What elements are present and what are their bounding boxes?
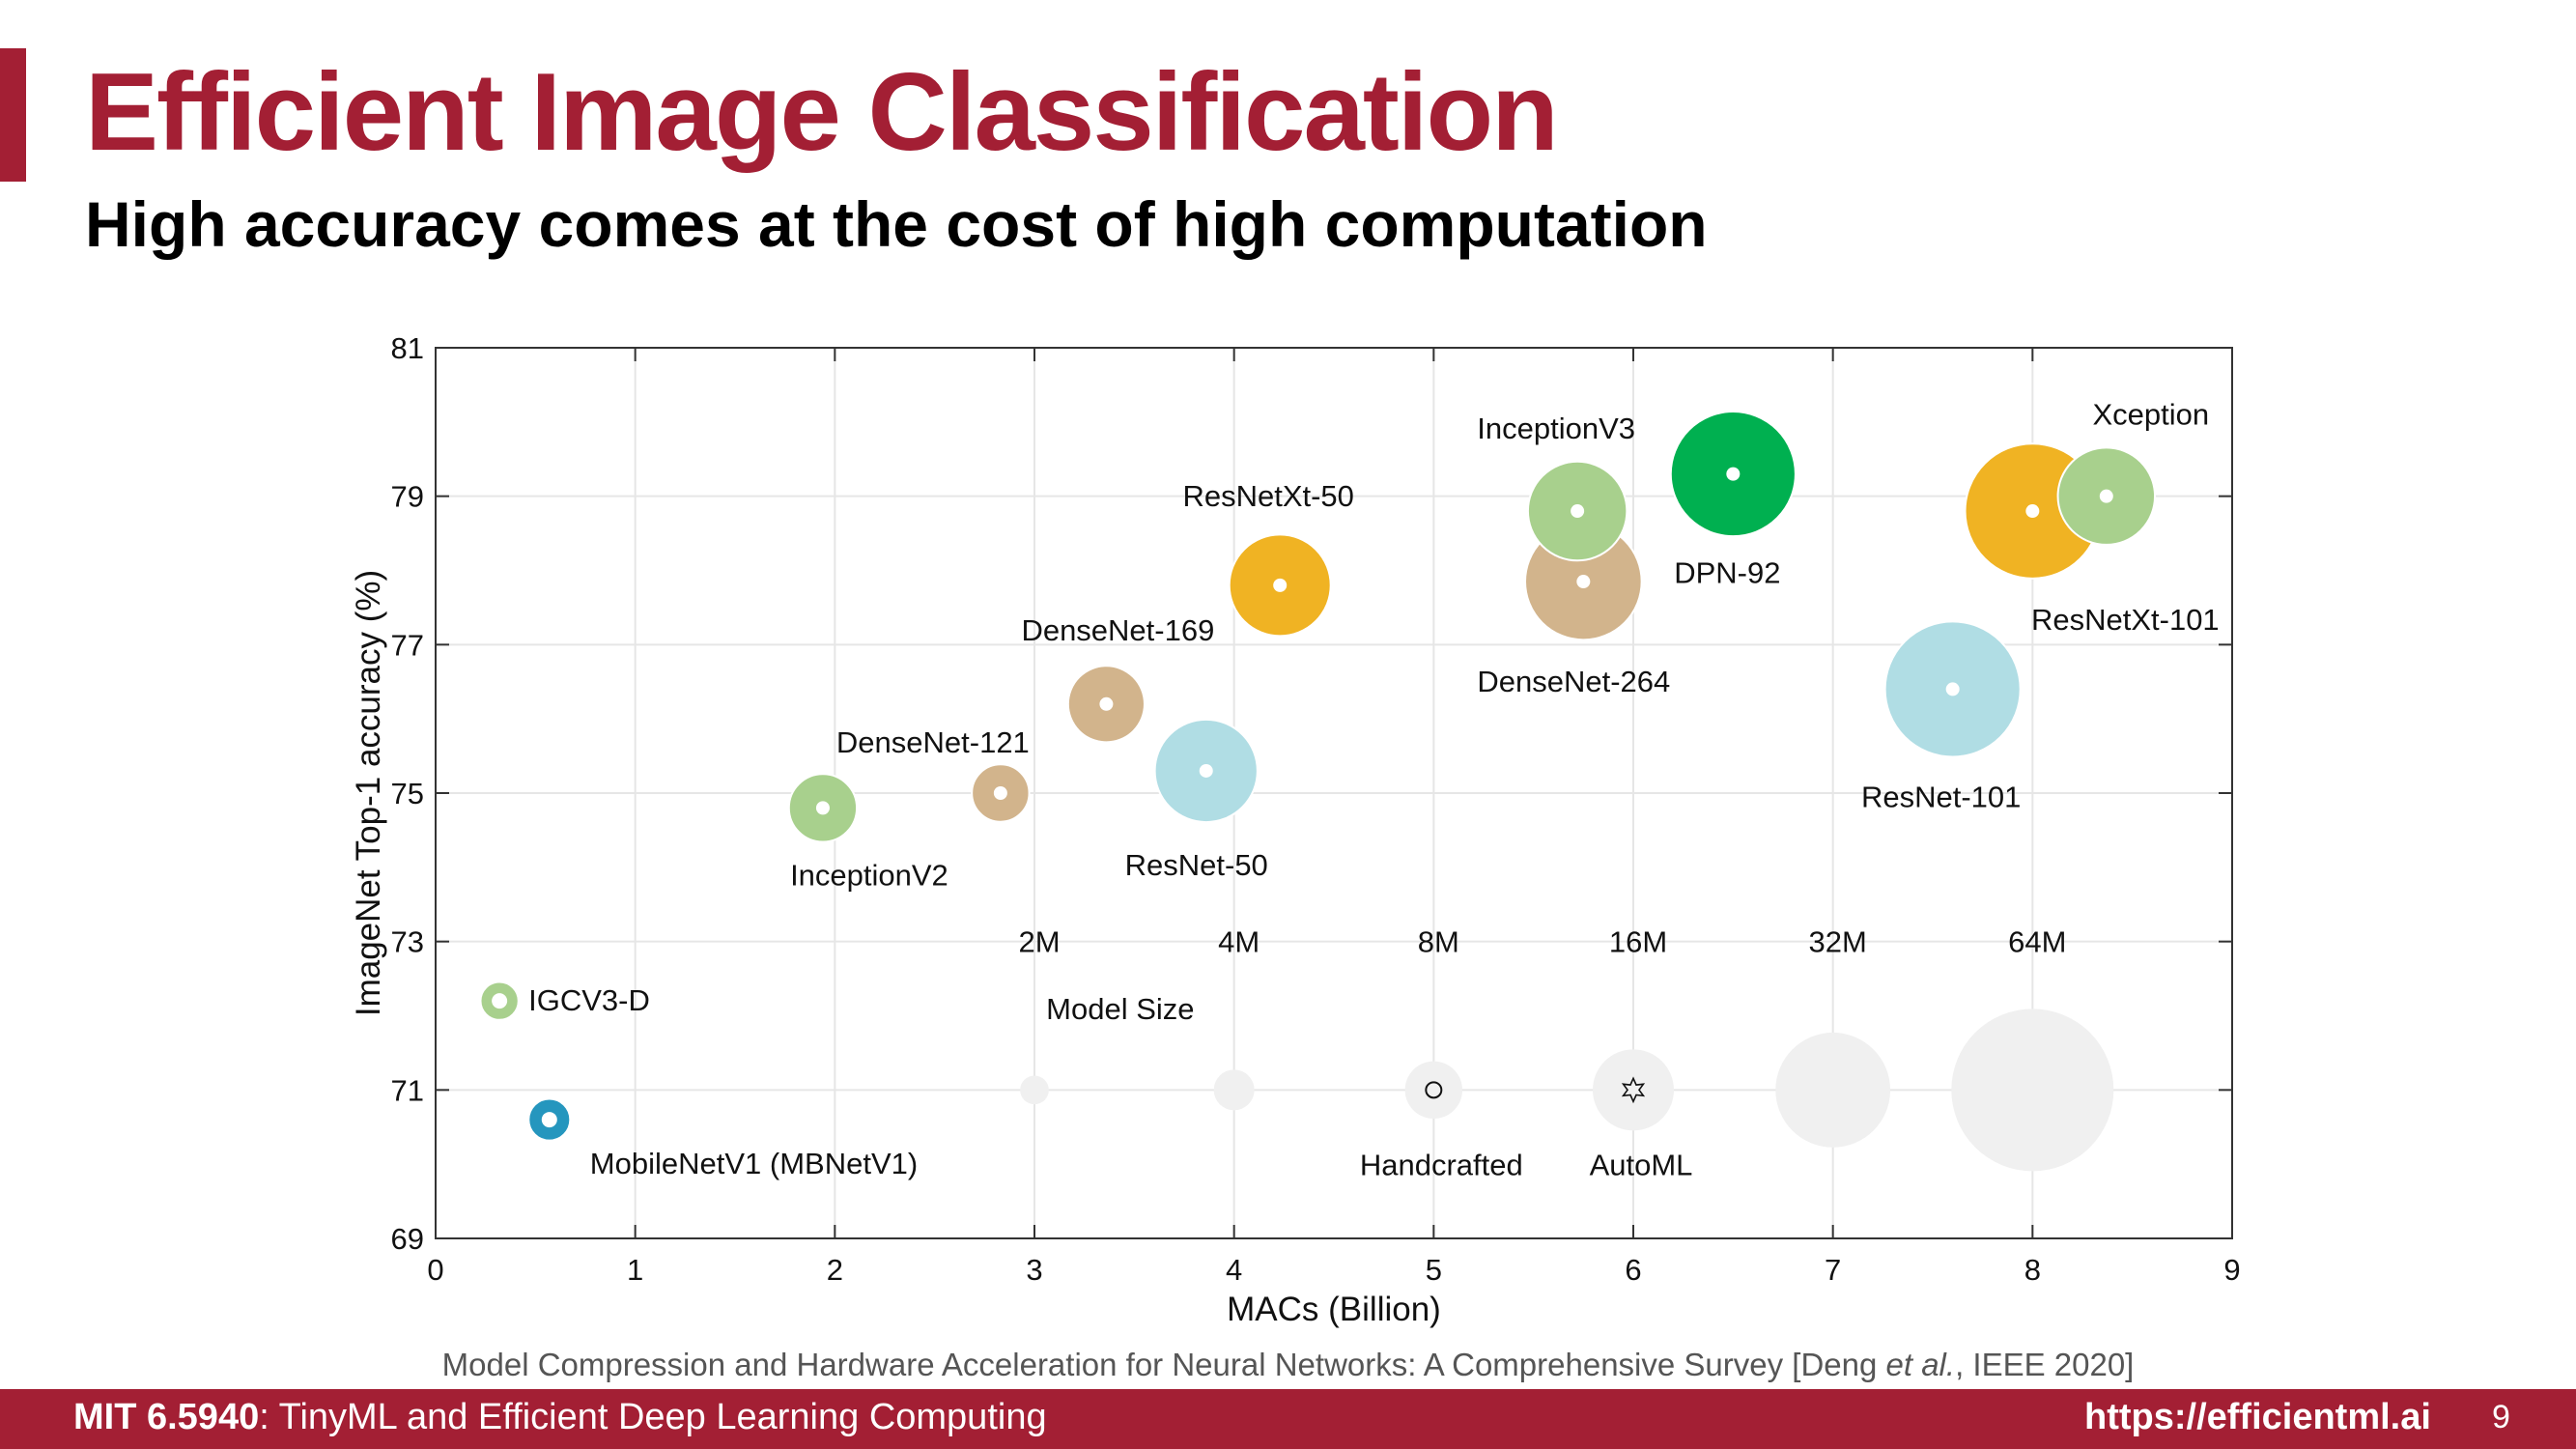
footer-course-name: : TinyML and Efficient Deep Learning Com… xyxy=(259,1397,1047,1437)
footer-course: MIT 6.5940: TinyML and Efficient Deep Le… xyxy=(73,1397,1047,1438)
model-label: MobileNetV1 (MBNetV1) xyxy=(590,1147,918,1180)
size-legend-circle xyxy=(1020,1075,1049,1105)
size-legend-label: 2M xyxy=(1018,925,1060,959)
size-legend-circle xyxy=(1213,1069,1255,1111)
y-tick-label: 73 xyxy=(391,925,424,959)
size-legend-label: 16M xyxy=(1609,925,1667,959)
handcrafted-marker-icon xyxy=(1425,1081,1443,1099)
x-tick-label: 3 xyxy=(1026,1253,1042,1287)
y-tick-label: 81 xyxy=(391,331,424,365)
footer-url-link[interactable]: https://efficientml.ai xyxy=(2084,1397,2431,1437)
size-legend-circle xyxy=(1951,1009,2114,1172)
x-tick-label: 7 xyxy=(1825,1253,1841,1287)
x-tick-label: 2 xyxy=(827,1253,843,1287)
model-bubble-marker xyxy=(492,993,508,1009)
model-label: InceptionV2 xyxy=(790,858,948,892)
model-label: DenseNet-169 xyxy=(1021,613,1214,647)
footer-course-code: MIT 6.5940 xyxy=(73,1397,260,1437)
model-bubble-marker xyxy=(541,1112,557,1128)
size-legend-title: Model Size xyxy=(1046,992,1194,1026)
x-tick-label: 8 xyxy=(2024,1253,2041,1287)
model-label: IGCV3-D xyxy=(528,983,650,1017)
size-legend-label: 8M xyxy=(1418,925,1459,959)
citation-italic: et al. xyxy=(1885,1347,1956,1382)
size-legend-circle xyxy=(1775,1032,1891,1148)
y-tick-label: 79 xyxy=(391,480,424,514)
model-label: ResNet-50 xyxy=(1125,848,1268,882)
model-label: DenseNet-264 xyxy=(1477,665,1670,698)
model-bubble-marker xyxy=(1199,763,1213,778)
citation-venue: , IEEE 2020] xyxy=(1955,1347,2135,1382)
slide-subtitle: High accuracy comes at the cost of high … xyxy=(85,188,1708,260)
x-tick-label: 9 xyxy=(2223,1253,2240,1287)
y-tick-label: 69 xyxy=(391,1222,424,1256)
model-label: ResNetXt-50 xyxy=(1182,479,1353,513)
automl-star-icon xyxy=(1621,1076,1646,1104)
model-bubble-marker xyxy=(815,801,830,815)
citation: Model Compression and Hardware Accelerat… xyxy=(0,1347,2576,1383)
model-label: DPN-92 xyxy=(1674,556,1780,590)
x-tick-label: 6 xyxy=(1625,1253,1641,1287)
model-bubble-marker xyxy=(2025,504,2040,519)
page-number: 9 xyxy=(2492,1399,2510,1435)
model-label: Xception xyxy=(2092,398,2209,432)
y-tick-label: 71 xyxy=(391,1073,424,1107)
bubble-chart: 0 1 2 3 4 5 6 7 8 9 69 71 73 75 77 79 81 MACs (Billion) Im… xyxy=(350,331,2241,1328)
x-axis-label: MACs (Billion) xyxy=(1227,1291,1441,1328)
size-legend-label: 64M xyxy=(2008,925,2066,959)
size-legend-circle xyxy=(1593,1049,1674,1131)
size-legend-label: 4M xyxy=(1218,925,1260,959)
model-bubble-marker xyxy=(1571,504,1585,519)
model-bubble-marker xyxy=(1273,578,1288,592)
marker-legend-label: AutoML xyxy=(1590,1148,1693,1181)
x-tick-label: 4 xyxy=(1226,1253,1242,1287)
model-label: ResNet-101 xyxy=(1861,780,2021,813)
y-tick-label: 77 xyxy=(391,628,424,662)
footer-bar: MIT 6.5940: TinyML and Efficient Deep Le… xyxy=(0,1389,2576,1449)
size-legend-circle xyxy=(1404,1061,1463,1120)
y-axis-label: ImageNet Top-1 accuracy (%) xyxy=(350,570,387,1016)
title-accent-bar xyxy=(0,48,26,182)
model-bubble-marker xyxy=(1726,467,1741,481)
model-label: DenseNet-121 xyxy=(836,725,1030,759)
y-tick-label: 75 xyxy=(391,777,424,810)
size-legend-label: 32M xyxy=(1809,925,1867,959)
x-tick-label: 0 xyxy=(427,1253,443,1287)
model-bubble-marker xyxy=(1099,696,1114,711)
citation-text: Model Compression and Hardware Accelerat… xyxy=(441,1347,1886,1382)
model-label: ResNetXt-101 xyxy=(2031,603,2220,637)
x-tick-label: 5 xyxy=(1426,1253,1442,1287)
model-label: InceptionV3 xyxy=(1477,412,1635,445)
model-bubble-marker xyxy=(1576,575,1591,589)
x-tick-label: 1 xyxy=(627,1253,643,1287)
model-bubble-marker xyxy=(2099,489,2113,503)
model-bubble-marker xyxy=(993,786,1007,800)
slide-title: Efficient Image Classification xyxy=(85,51,1559,174)
marker-legend-label: Handcrafted xyxy=(1360,1148,1523,1181)
model-bubble-marker xyxy=(1945,682,1960,696)
